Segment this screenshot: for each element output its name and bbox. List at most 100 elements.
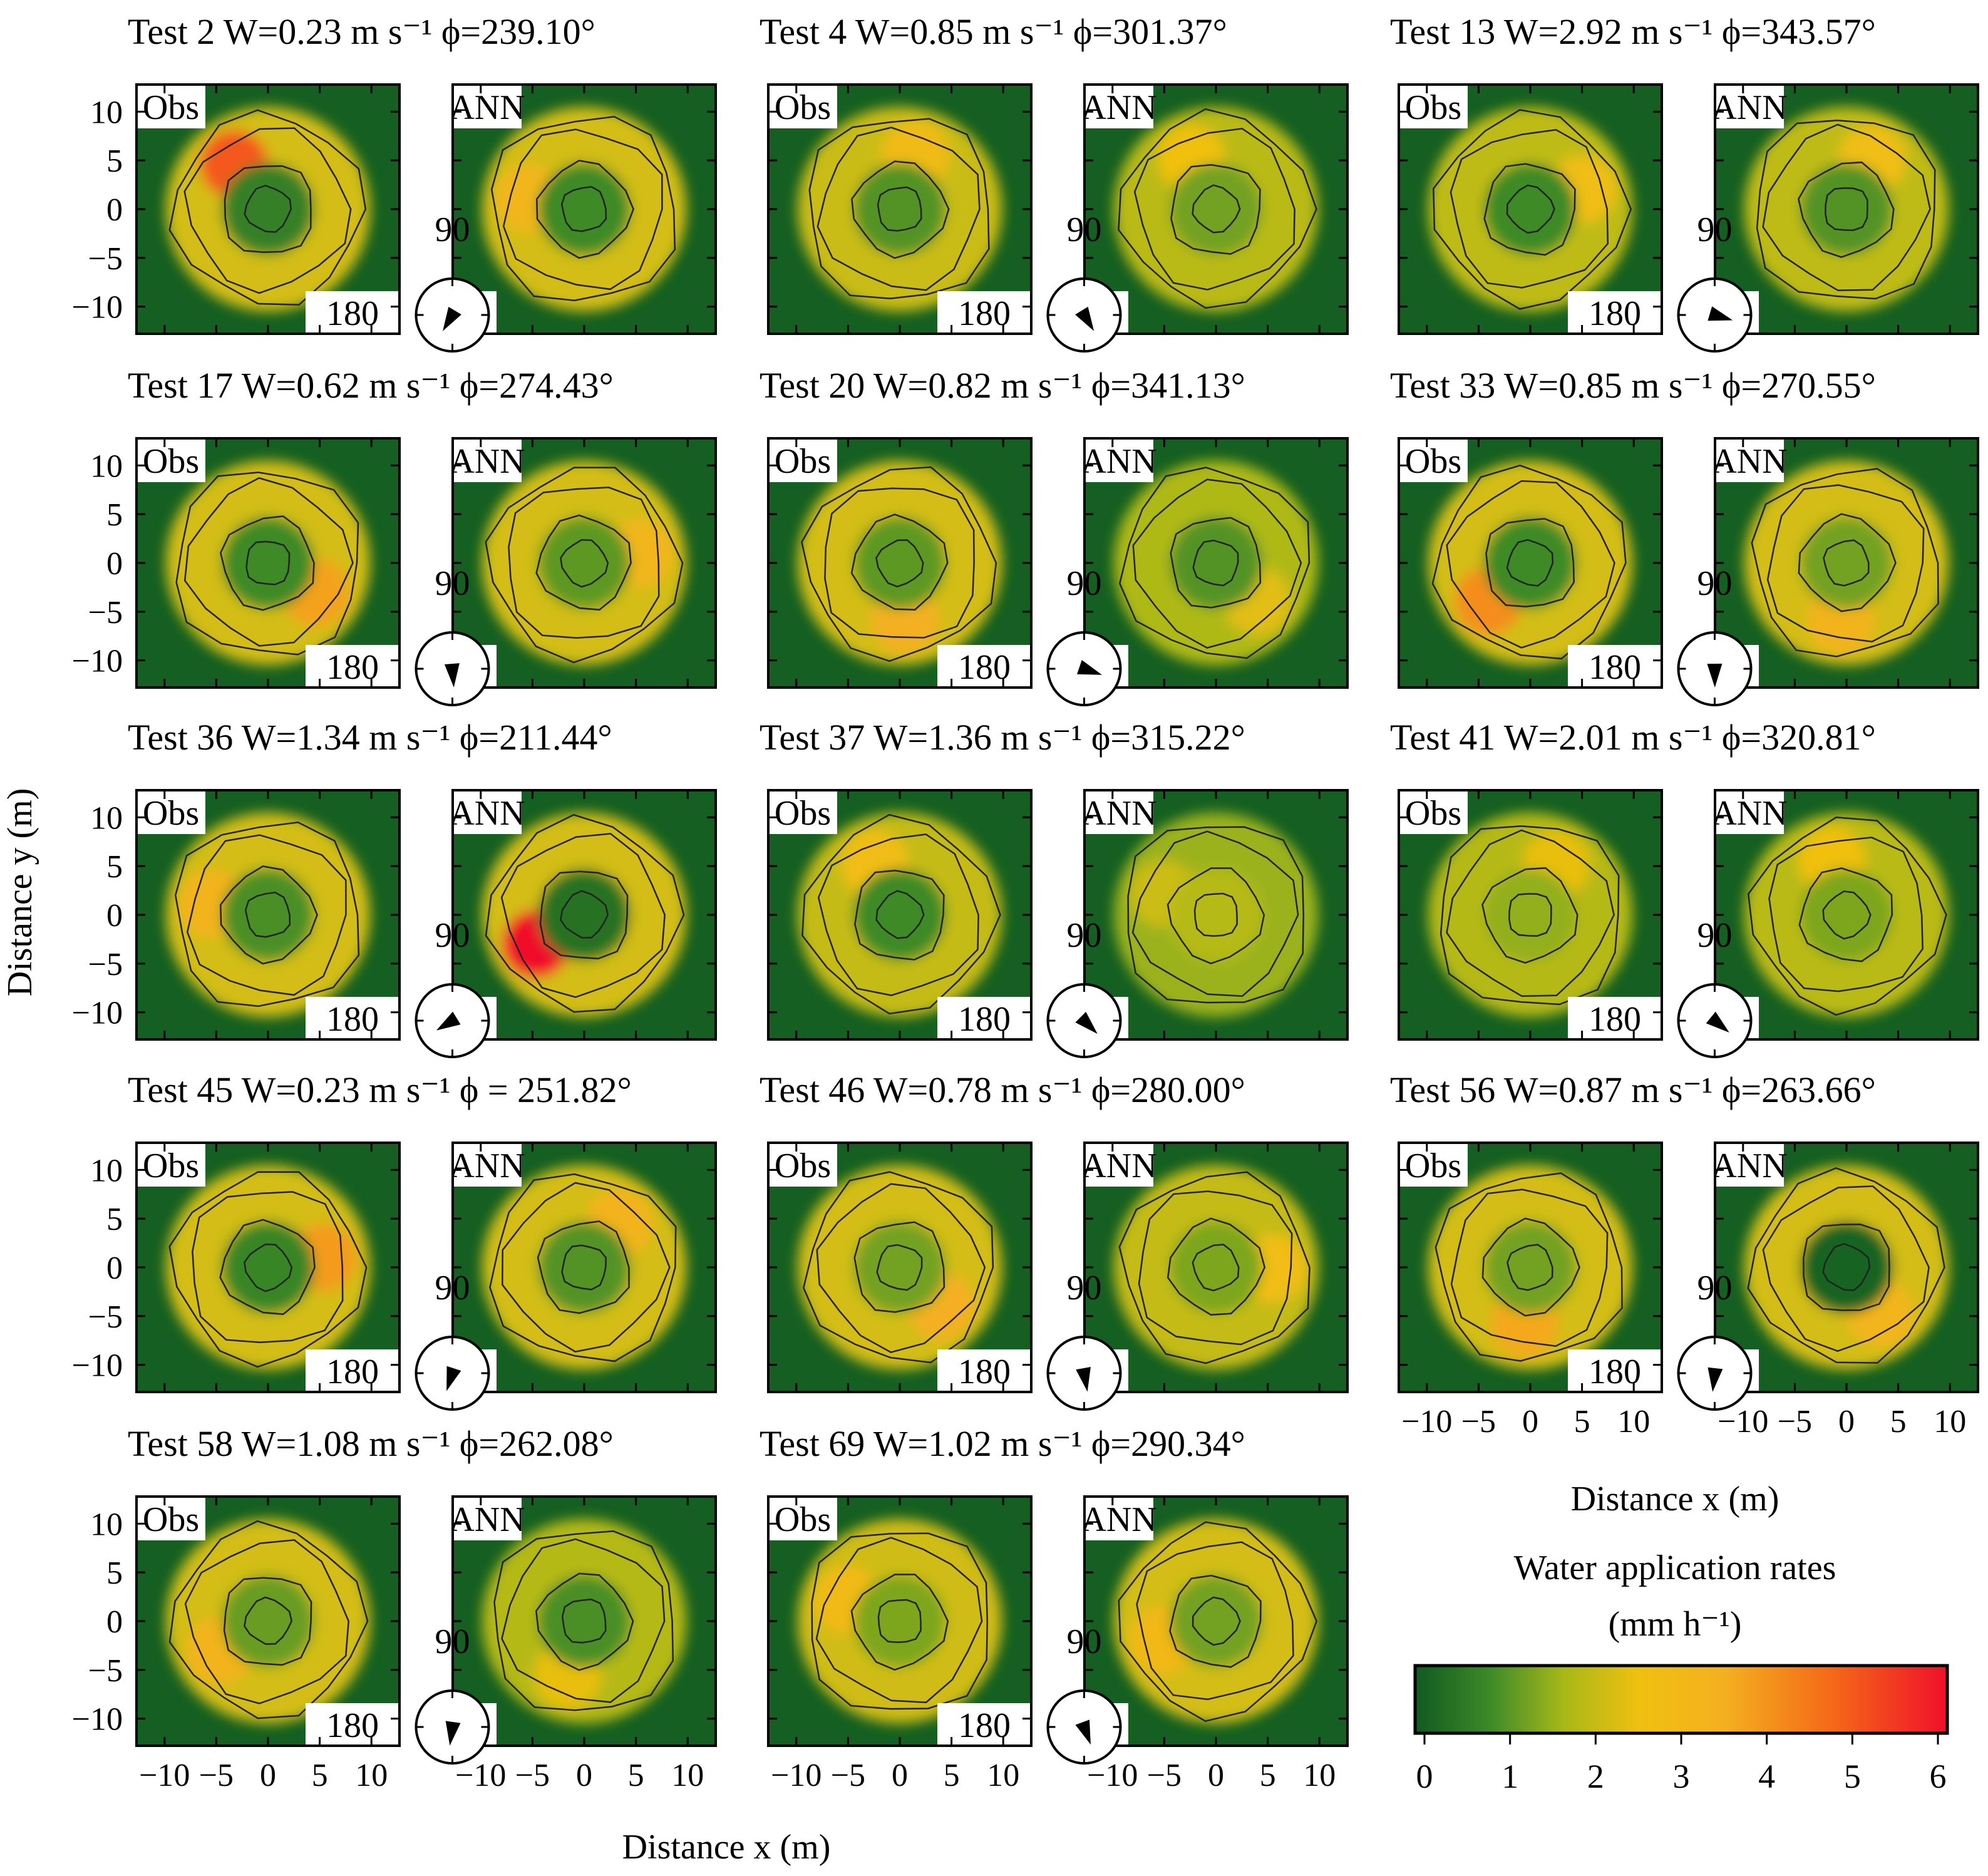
contour-line: [1825, 187, 1868, 231]
test-panels: Test 2 W=0.23 m s⁻¹ ϕ=239.10° Obs 180 ANN 0 9…: [72, 11, 1979, 1793]
wind-direction-arrow: [1075, 1719, 1091, 1745]
y-tick-label: −10: [72, 1702, 123, 1738]
contour-line: [219, 1219, 316, 1316]
contour-line: [1762, 123, 1931, 292]
compass-north-label: 90: [1067, 916, 1102, 955]
x-tick-label: −5: [199, 1758, 234, 1793]
panel-label-predicted: ANN: [449, 442, 525, 481]
wind-direction-arrow: [1077, 660, 1102, 675]
center-rate-zone: [853, 1221, 946, 1314]
contour-line: [1481, 867, 1579, 964]
y-tick-label: −10: [72, 644, 123, 679]
panel-label-box: [1084, 1497, 1153, 1540]
panel-label-box: [1715, 85, 1784, 128]
compass-north-label: 90: [1067, 1269, 1102, 1307]
contour-line: [1446, 480, 1615, 649]
test-panel-33: Test 33 W=0.85 m s⁻¹ ϕ=270.55°Obs180ANN0…: [1390, 365, 1979, 706]
center-rate-zone: [1170, 1575, 1262, 1667]
test-panel-45: Test 45 W=0.23 m s⁻¹ ϕ = 251.82° Obs 180 AN…: [72, 1069, 717, 1411]
contour-line: [174, 822, 360, 1008]
panel-label-predicted: ANN: [1711, 442, 1787, 481]
contour-line: [535, 514, 632, 611]
panel-label-observed: Obs: [775, 794, 831, 833]
x-tick-label: 0: [576, 1758, 592, 1793]
panel-label-observed: Obs: [143, 88, 199, 127]
x-tick-label: 0: [1522, 1404, 1538, 1440]
contour-line: [539, 870, 629, 960]
x-tick-label: −10: [1087, 1758, 1138, 1793]
panel-label-box: [1399, 790, 1468, 834]
x-tick-label: −10: [1718, 1404, 1768, 1440]
contour-line: [485, 466, 684, 664]
contour-line: [1136, 1541, 1294, 1701]
contour-line: [1434, 1172, 1623, 1362]
x-tick-label: 10: [1934, 1404, 1966, 1440]
x-tick-label: 5: [1260, 1758, 1276, 1793]
center-rate-zone: [1170, 163, 1262, 255]
contour-line: [1167, 867, 1265, 965]
panel-label-observed: Obs: [775, 442, 831, 481]
panel-label-predicted: ANN: [1711, 794, 1787, 833]
x-tick-label: −5: [1778, 1404, 1812, 1440]
contour-line: [1170, 517, 1262, 609]
test-title: Test 69 W=1.02 m s⁻¹ ϕ=290.34°: [760, 1423, 1245, 1464]
contour-line: [801, 813, 1001, 1015]
panel-label-box: [768, 1497, 837, 1540]
panel-label-observed: Obs: [143, 1147, 199, 1185]
contour-line: [1508, 893, 1552, 937]
contour-line: [1192, 184, 1241, 234]
contour-line: [1747, 1167, 1945, 1364]
center-rate-zone: [853, 868, 946, 961]
y-tick-label: 10: [90, 800, 123, 836]
panel-label-box: [1084, 1143, 1153, 1187]
contour-line: [1167, 1217, 1266, 1316]
contour-line: [875, 890, 925, 939]
compass-axis-label: 180: [1589, 648, 1641, 687]
panel-label-predicted: ANN: [1081, 1147, 1156, 1185]
contour-line: [489, 1173, 677, 1363]
contour-line: [1823, 539, 1870, 587]
contour-line: [183, 477, 354, 647]
contour-line: [244, 892, 291, 938]
contour-line: [811, 1532, 989, 1710]
contour-line: [535, 1572, 634, 1671]
wind-direction-arrow: [1075, 1011, 1098, 1034]
x-tick-label: −10: [455, 1758, 506, 1793]
contour-line: [815, 1537, 983, 1703]
compass-axis-label: 180: [326, 1706, 379, 1745]
panel-label-predicted: ANN: [1081, 794, 1156, 833]
center-rate-zone: [1484, 163, 1577, 255]
panel-label-predicted: ANN: [1711, 88, 1787, 127]
compass-axis-label: 180: [326, 1353, 379, 1391]
panel-label-box: [1715, 790, 1784, 834]
contour-line: [1506, 1244, 1553, 1291]
contour-line: [1506, 184, 1555, 234]
colorbar-tick-label: 5: [1844, 1758, 1861, 1795]
test-panel-13: Test 13 W=2.92 m s⁻¹ ϕ=343.57°Obs180ANN0…: [1390, 11, 1979, 353]
center-rate-zone: [1170, 868, 1262, 961]
contour-line: [1446, 829, 1615, 997]
contour-line: [560, 890, 609, 939]
panel-label-observed: Obs: [143, 442, 199, 481]
y-tick-label: 5: [106, 143, 123, 179]
wind-direction-arrow: [446, 1366, 461, 1391]
contour-line: [500, 833, 666, 998]
compass-north-label: 90: [1067, 1622, 1102, 1661]
test-title: Test 4 W=0.85 m s⁻¹ ϕ=301.37°: [760, 11, 1227, 52]
x-tick-label: −5: [515, 1758, 550, 1793]
panel-label-box: [1084, 438, 1153, 482]
contour-line: [1822, 890, 1872, 940]
panel-label-box: [768, 438, 837, 482]
wind-direction-arrow: [436, 1011, 461, 1031]
colorbar-tick-label: 3: [1673, 1758, 1690, 1795]
center-rate-zone: [222, 868, 314, 961]
y-tick-label: 0: [106, 1604, 123, 1640]
compass-north-label: 90: [435, 1622, 470, 1661]
panel-label-box: [453, 790, 522, 834]
panel-label-observed: Obs: [1405, 794, 1461, 833]
compass-north-label: 90: [1697, 564, 1733, 603]
colorbar-title: Water application rates: [1514, 1549, 1836, 1587]
contour-line: [1192, 1244, 1240, 1292]
contour-line: [854, 870, 945, 961]
contour-line: [851, 160, 950, 259]
